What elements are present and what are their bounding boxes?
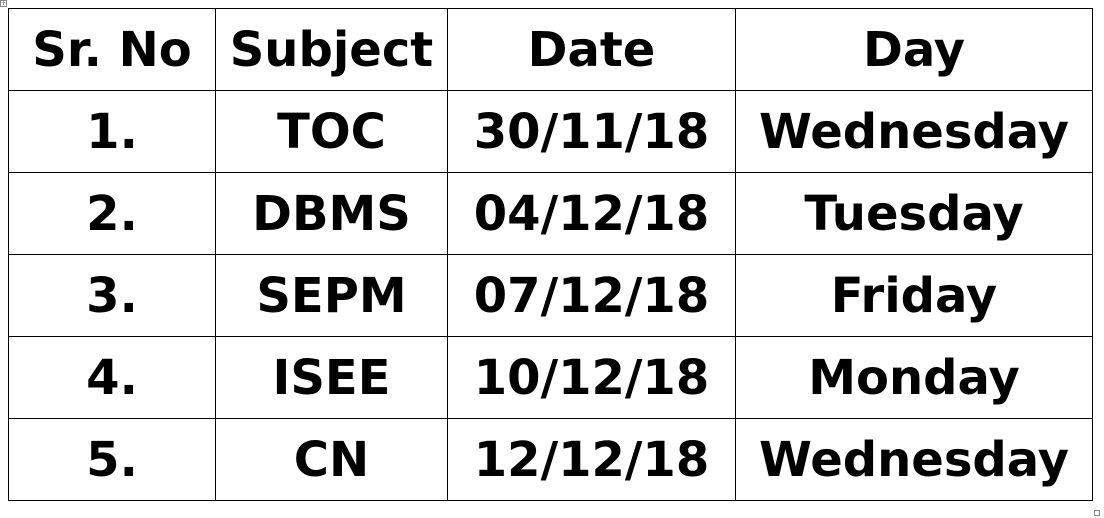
header-date: Date — [447, 8, 736, 91]
cell-subject: SEPM — [215, 254, 448, 337]
cell-day: Wednesday — [735, 90, 1093, 173]
cell-date: 12/12/18 — [447, 418, 736, 501]
cell-date: 10/12/18 — [447, 336, 736, 419]
table-row: 2. DBMS 04/12/18 Tuesday — [8, 172, 1093, 255]
exam-schedule-table: Sr. No Subject Date Day 1. TOC 30/11/18 … — [8, 8, 1093, 501]
cell-subject: DBMS — [215, 172, 448, 255]
cell-day: Monday — [735, 336, 1093, 419]
table-resize-handle-icon[interactable] — [1094, 510, 1100, 516]
cell-subject: ISEE — [215, 336, 448, 419]
table-move-handle-icon[interactable]: + — [0, 0, 7, 7]
cell-date: 04/12/18 — [447, 172, 736, 255]
cell-date: 07/12/18 — [447, 254, 736, 337]
cell-day: Friday — [735, 254, 1093, 337]
exam-schedule-table-container: Sr. No Subject Date Day 1. TOC 30/11/18 … — [8, 8, 1093, 501]
cell-sr-no: 2. — [8, 172, 216, 255]
table-row: 1. TOC 30/11/18 Wednesday — [8, 90, 1093, 173]
cell-sr-no: 5. — [8, 418, 216, 501]
header-day: Day — [735, 8, 1093, 91]
table-row: 3. SEPM 07/12/18 Friday — [8, 254, 1093, 337]
header-subject: Subject — [215, 8, 448, 91]
header-sr-no: Sr. No — [8, 8, 216, 91]
cell-sr-no: 1. — [8, 90, 216, 173]
cell-day: Wednesday — [735, 418, 1093, 501]
cell-subject: TOC — [215, 90, 448, 173]
table-row: 4. ISEE 10/12/18 Monday — [8, 336, 1093, 419]
cell-subject: CN — [215, 418, 448, 501]
table-header-row: Sr. No Subject Date Day — [8, 8, 1093, 91]
cell-date: 30/11/18 — [447, 90, 736, 173]
cell-sr-no: 4. — [8, 336, 216, 419]
cell-sr-no: 3. — [8, 254, 216, 337]
table-row: 5. CN 12/12/18 Wednesday — [8, 418, 1093, 501]
cell-day: Tuesday — [735, 172, 1093, 255]
